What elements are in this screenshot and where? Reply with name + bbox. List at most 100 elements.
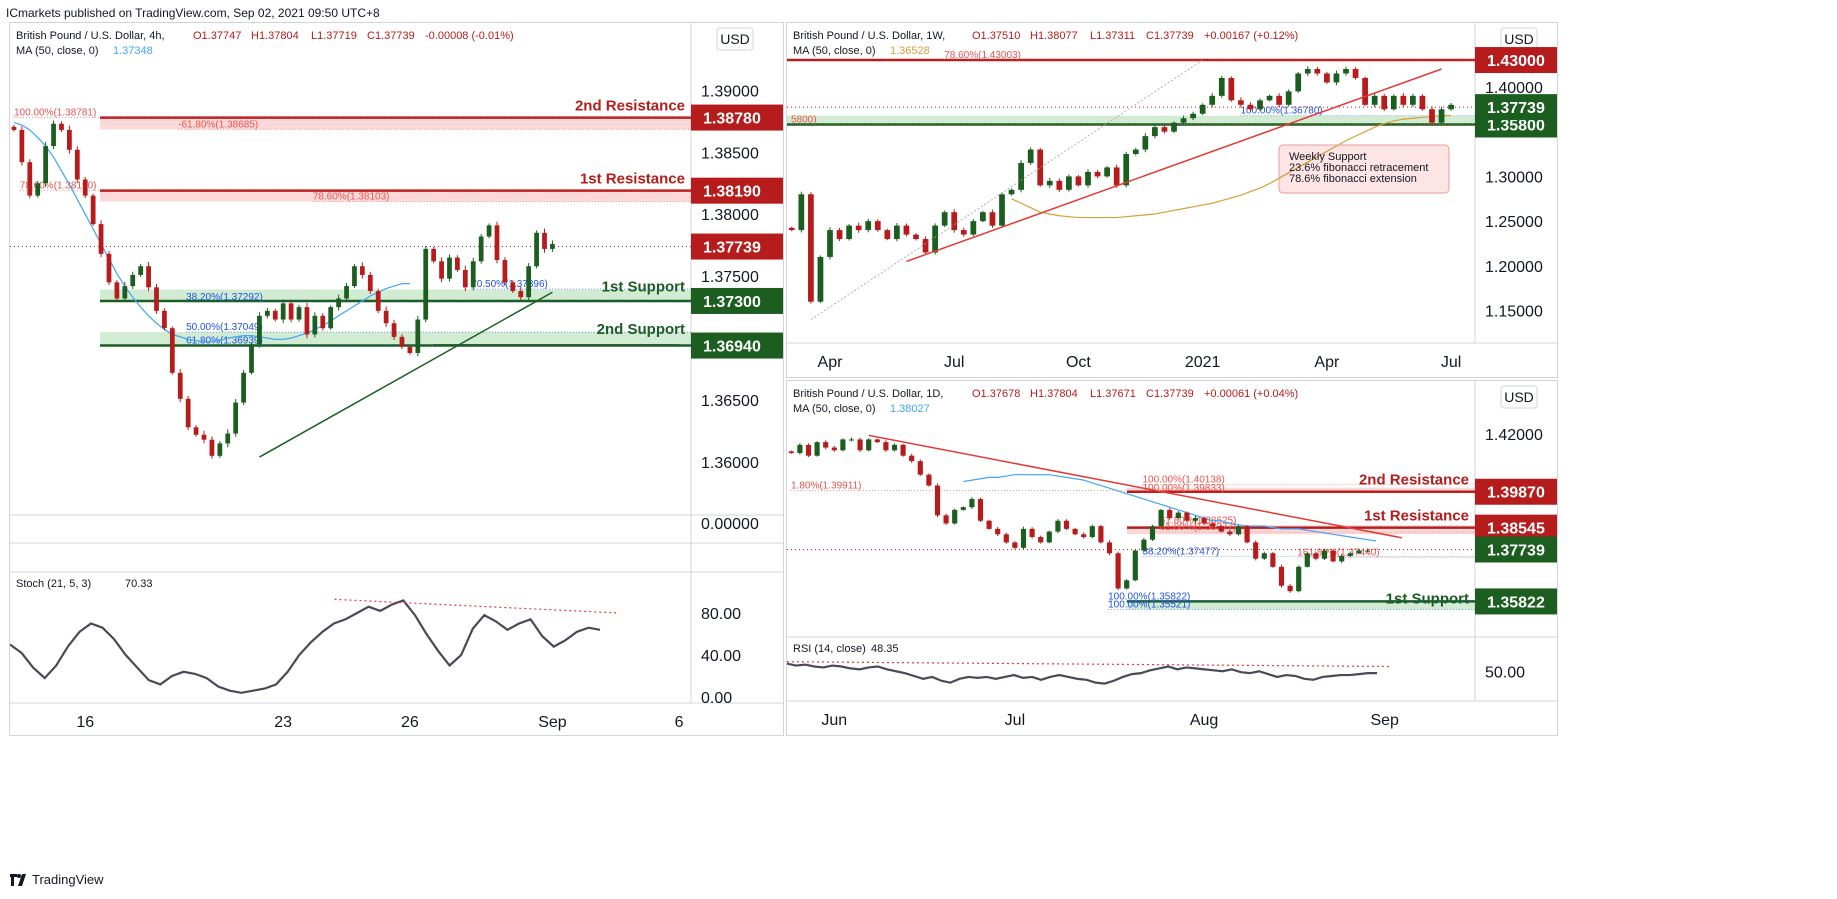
- candle: [288, 300, 294, 323]
- chart-panel-4h[interactable]: British Pound / U.S. Dollar, 4h, O1.37747…: [9, 22, 784, 736]
- candle: [874, 438, 880, 443]
- candle-body: [177, 372, 183, 399]
- candle: [1381, 93, 1388, 112]
- fib-label: 70.50%(1.37396): [471, 279, 548, 290]
- oscillator-label: Stoch (21, 5, 3): [16, 578, 91, 590]
- chart-4h[interactable]: British Pound / U.S. Dollar, 4h, O1.37747…: [9, 23, 783, 735]
- candle: [1257, 98, 1263, 111]
- y-tick-label: 1.20000: [1485, 259, 1543, 276]
- candle-body: [1106, 542, 1113, 554]
- candle-body: [233, 402, 239, 434]
- candle-body: [439, 261, 444, 279]
- candle: [1287, 584, 1293, 593]
- candle: [1356, 549, 1362, 555]
- candle: [423, 245, 429, 323]
- candle: [320, 313, 326, 331]
- candle-body: [138, 266, 144, 275]
- candle-body: [1352, 69, 1359, 78]
- chart-weekly[interactable]: British Pound / U.S. Dollar, 1W, O1.37510…: [787, 23, 1557, 377]
- level-name: 2nd Resistance: [575, 98, 685, 115]
- candle-body: [922, 239, 929, 253]
- candle: [831, 446, 837, 452]
- candle-body: [90, 195, 96, 225]
- candle: [415, 315, 421, 357]
- candle-body: [1175, 512, 1181, 519]
- candle-body: [542, 232, 547, 249]
- currency-box[interactable]: [716, 27, 754, 51]
- candle-body: [999, 194, 1005, 226]
- candle: [439, 257, 444, 283]
- candle-body: [883, 442, 889, 451]
- candle: [1190, 111, 1196, 121]
- candle: [1390, 94, 1397, 111]
- annotation-line: 23.6% fibonacci retracement: [1289, 162, 1428, 174]
- candle-body: [1244, 526, 1250, 543]
- candle: [926, 473, 932, 487]
- candle: [805, 443, 812, 458]
- candle-body: [1227, 531, 1233, 535]
- current-price-label: 1.37739: [1487, 100, 1545, 117]
- fib-label: 100.00%(1.38781): [14, 107, 96, 118]
- candle: [1364, 548, 1371, 553]
- candle-body: [518, 291, 524, 298]
- candle-body: [1192, 518, 1199, 521]
- candle-body: [1190, 113, 1196, 119]
- candle: [98, 220, 104, 258]
- candle: [249, 342, 254, 375]
- current-price-tag: [1475, 94, 1557, 121]
- candle-body: [27, 162, 33, 196]
- candle-body: [1027, 149, 1034, 163]
- candle-body: [1238, 100, 1244, 105]
- candle: [836, 227, 843, 242]
- candle-body: [1132, 550, 1138, 581]
- chart-daily[interactable]: British Pound / U.S. Dollar, 1D, O1.37678…: [786, 381, 1557, 735]
- oscillator-tick-label: 0.00: [701, 690, 732, 707]
- published-header: ICmarkets published on TradingView.com, …: [6, 6, 380, 20]
- candle: [367, 271, 373, 294]
- candle: [1276, 93, 1282, 108]
- candle: [82, 176, 88, 199]
- candle: [922, 236, 929, 255]
- candle: [960, 506, 966, 511]
- candle-body: [11, 126, 17, 130]
- candle: [1063, 519, 1070, 531]
- currency-box[interactable]: [1500, 385, 1538, 409]
- candle-body: [1287, 585, 1293, 592]
- candle: [960, 227, 967, 237]
- candle-body: [257, 315, 262, 345]
- chart-panel-daily[interactable]: British Pound / U.S. Dollar, 1D, O1.37678…: [786, 380, 1558, 736]
- candle-body: [304, 307, 310, 335]
- candle: [1123, 151, 1130, 188]
- current-price-tag: [1475, 536, 1557, 563]
- candle-body: [19, 129, 25, 163]
- level-price-label: 1.43000: [1487, 53, 1545, 70]
- candle: [1247, 102, 1254, 112]
- ohlc-close: C1.37739: [1146, 388, 1194, 400]
- candle-body: [146, 266, 151, 288]
- candle-body: [1209, 95, 1216, 105]
- ohlc-open: O1.37747: [193, 30, 241, 42]
- candle-body: [1063, 520, 1070, 529]
- fib-label: 61.80%(1.38625): [1160, 515, 1237, 526]
- candle: [1285, 89, 1292, 107]
- candle: [146, 262, 151, 292]
- candle: [1115, 551, 1121, 591]
- candle-body: [1419, 95, 1426, 110]
- candle-body: [1104, 167, 1110, 177]
- chart-panel-weekly[interactable]: British Pound / U.S. Dollar, 1W, O1.37510…: [786, 22, 1558, 378]
- candle-body: [969, 499, 975, 508]
- candle: [941, 210, 948, 228]
- candle-body: [415, 319, 421, 353]
- level-price-tag: [691, 332, 783, 359]
- candle-body: [1038, 537, 1044, 543]
- candle-body: [391, 323, 397, 337]
- candle-body: [986, 520, 992, 529]
- candle-body: [1018, 162, 1024, 190]
- candle: [383, 306, 389, 328]
- candle-body: [1333, 73, 1340, 83]
- candle-body: [1210, 523, 1216, 527]
- ma-value: 1.37348: [113, 45, 153, 57]
- candle-body: [1075, 176, 1082, 186]
- candle: [903, 223, 910, 237]
- candle-body: [1037, 149, 1044, 186]
